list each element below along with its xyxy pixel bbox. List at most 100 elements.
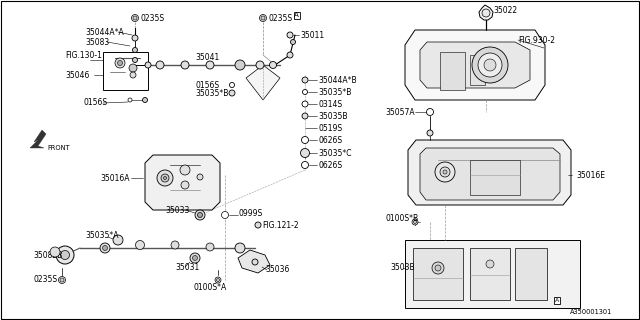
Text: 0100S*A: 0100S*A (193, 284, 227, 292)
Polygon shape (408, 140, 571, 205)
Circle shape (130, 72, 136, 78)
Polygon shape (479, 5, 493, 20)
Circle shape (132, 35, 138, 41)
Circle shape (486, 260, 494, 268)
Circle shape (145, 62, 151, 68)
Text: FIG.930-2: FIG.930-2 (518, 36, 555, 44)
Circle shape (163, 177, 166, 180)
Circle shape (161, 174, 169, 182)
Circle shape (216, 278, 220, 282)
Circle shape (301, 137, 308, 143)
Circle shape (129, 64, 137, 72)
Bar (515, 248, 547, 300)
Circle shape (261, 16, 265, 20)
Circle shape (472, 47, 508, 83)
Polygon shape (145, 155, 220, 210)
Circle shape (235, 60, 245, 70)
Text: FRONT: FRONT (47, 145, 70, 151)
Circle shape (230, 83, 234, 87)
Text: 0156S: 0156S (195, 81, 219, 90)
Circle shape (50, 247, 60, 257)
Text: 0156S: 0156S (83, 98, 107, 107)
Circle shape (412, 219, 418, 225)
Circle shape (181, 61, 189, 69)
Polygon shape (246, 65, 280, 100)
Circle shape (102, 245, 108, 251)
Circle shape (413, 220, 417, 223)
Circle shape (115, 58, 125, 68)
Text: 35082B: 35082B (33, 251, 62, 260)
Circle shape (206, 61, 214, 69)
Circle shape (478, 53, 502, 77)
Circle shape (269, 61, 276, 68)
Polygon shape (420, 148, 560, 200)
Circle shape (132, 47, 138, 52)
Circle shape (426, 108, 433, 116)
Circle shape (100, 243, 110, 253)
Text: 35046: 35046 (65, 70, 90, 79)
Circle shape (440, 167, 450, 177)
Circle shape (235, 243, 245, 253)
Polygon shape (30, 130, 46, 148)
Text: 35016E: 35016E (576, 171, 605, 180)
Bar (413, 248, 463, 300)
Text: 0235S: 0235S (268, 13, 292, 22)
Text: 35041: 35041 (195, 52, 220, 61)
Circle shape (197, 174, 203, 180)
Polygon shape (238, 250, 270, 273)
Circle shape (193, 255, 198, 260)
Text: 0100S*B: 0100S*B (385, 213, 418, 222)
Circle shape (195, 210, 205, 220)
Circle shape (435, 162, 455, 182)
Circle shape (156, 61, 164, 69)
Bar (554, 297, 559, 303)
Text: 0235S: 0235S (33, 276, 57, 284)
Text: 35044A*A: 35044A*A (85, 28, 124, 36)
Text: 35057A: 35057A (385, 108, 415, 116)
Circle shape (255, 222, 261, 228)
Text: 35035*B: 35035*B (195, 89, 228, 98)
Text: 0626S: 0626S (318, 135, 342, 145)
Circle shape (190, 253, 200, 263)
Bar (470, 55, 485, 85)
Circle shape (303, 90, 307, 94)
Circle shape (302, 101, 308, 107)
Circle shape (443, 170, 447, 174)
Circle shape (157, 170, 173, 186)
Circle shape (435, 265, 441, 271)
Circle shape (181, 181, 189, 189)
Text: 0314S: 0314S (318, 100, 342, 108)
Circle shape (143, 98, 147, 102)
Text: 35036: 35036 (265, 266, 289, 275)
Bar (103, 52, 148, 90)
Circle shape (61, 251, 70, 260)
Circle shape (206, 243, 214, 251)
Circle shape (198, 212, 202, 218)
Text: 35022: 35022 (493, 5, 517, 14)
Circle shape (221, 212, 228, 219)
Circle shape (287, 32, 293, 38)
Polygon shape (405, 30, 545, 100)
Text: 35031: 35031 (175, 263, 199, 273)
Text: 0999S: 0999S (238, 209, 262, 218)
Circle shape (302, 113, 308, 119)
Circle shape (482, 9, 490, 17)
Bar (405, 240, 580, 308)
Circle shape (229, 90, 235, 96)
Circle shape (118, 60, 122, 66)
Circle shape (131, 14, 138, 21)
Bar (470, 160, 520, 195)
Text: 3503B: 3503B (390, 263, 415, 273)
Text: 0626S: 0626S (318, 161, 342, 170)
Text: 35035*C: 35035*C (318, 148, 351, 157)
Circle shape (132, 58, 138, 62)
Text: A: A (294, 12, 299, 18)
Circle shape (301, 148, 310, 157)
Circle shape (302, 77, 308, 83)
Circle shape (58, 276, 65, 284)
Circle shape (60, 278, 64, 282)
Circle shape (180, 165, 190, 175)
Text: 35044A*B: 35044A*B (318, 76, 356, 84)
Text: 0235S: 0235S (140, 13, 164, 22)
Text: 35035*A: 35035*A (85, 230, 118, 239)
